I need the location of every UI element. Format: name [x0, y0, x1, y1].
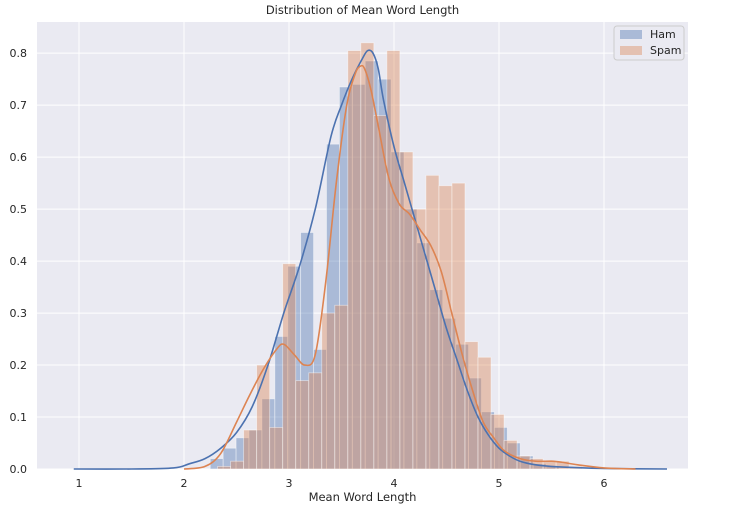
- histogram-bar-spam: [386, 50, 401, 470]
- tick-labels: 1 2 3 4 5 6 0.0 0.1 0.2 0.3 0.4 0.5 0.6 0.7 0.8: [10, 47, 608, 490]
- legend-swatch-spam: [620, 46, 642, 55]
- histogram-bar-spam: [542, 460, 557, 470]
- y-tick-label: 0.1: [10, 411, 28, 424]
- legend-swatch-ham: [620, 30, 642, 39]
- legend: Ham Spam: [613, 25, 685, 61]
- histogram-bar-spam: [451, 182, 466, 470]
- histogram-bar-spam: [464, 341, 479, 470]
- x-tick-label: 1: [76, 477, 83, 490]
- histogram-bar-spam: [321, 312, 336, 470]
- histogram-bar-spam: [334, 304, 349, 470]
- x-tick-label: 6: [601, 477, 608, 490]
- histogram-bar-spam: [373, 115, 388, 470]
- histogram-bar-spam: [282, 263, 297, 470]
- y-tick-label: 0.4: [10, 255, 28, 268]
- chart-title: Distribution of Mean Word Length: [266, 3, 459, 17]
- kde-curves: [73, 49, 668, 470]
- x-axis-title: Mean Word Length: [309, 490, 417, 504]
- legend-label-ham: Ham: [650, 28, 676, 41]
- histogram-bar-spam: [217, 466, 232, 470]
- histogram-bar-spam: [243, 429, 258, 470]
- histogram-bar-spam: [269, 427, 284, 470]
- y-tick-label: 0.7: [10, 99, 28, 112]
- histogram-bar-spam: [295, 380, 310, 470]
- histogram-bar-spam: [555, 460, 570, 470]
- y-tick-label: 0.0: [10, 463, 28, 476]
- y-tick-label: 0.8: [10, 47, 28, 60]
- x-tick-label: 3: [286, 477, 293, 490]
- histogram-bar-spam: [347, 50, 362, 470]
- y-tick-label: 0.3: [10, 307, 28, 320]
- histogram-bar-spam: [477, 356, 492, 470]
- x-tick-label: 4: [391, 477, 398, 490]
- kde-line-ham: [73, 49, 668, 470]
- x-tick-label: 2: [181, 477, 188, 490]
- grid-lines: [37, 22, 688, 470]
- x-tick-label: 5: [496, 477, 503, 490]
- histogram-bar-spam: [256, 364, 271, 470]
- y-tick-label: 0.6: [10, 151, 28, 164]
- kde-line-spam: [183, 64, 636, 470]
- histogram-bar-spam: [308, 372, 323, 470]
- y-tick-label: 0.5: [10, 203, 28, 216]
- histogram-bar-spam: [399, 151, 414, 470]
- legend-label-spam: Spam: [650, 44, 681, 57]
- histogram-bar-spam: [425, 174, 440, 470]
- plot-background: [37, 22, 688, 469]
- histogram-bar-spam: [230, 460, 245, 470]
- histogram-bar-spam: [360, 42, 375, 470]
- legend-box: [613, 25, 685, 61]
- y-tick-label: 0.2: [10, 359, 28, 372]
